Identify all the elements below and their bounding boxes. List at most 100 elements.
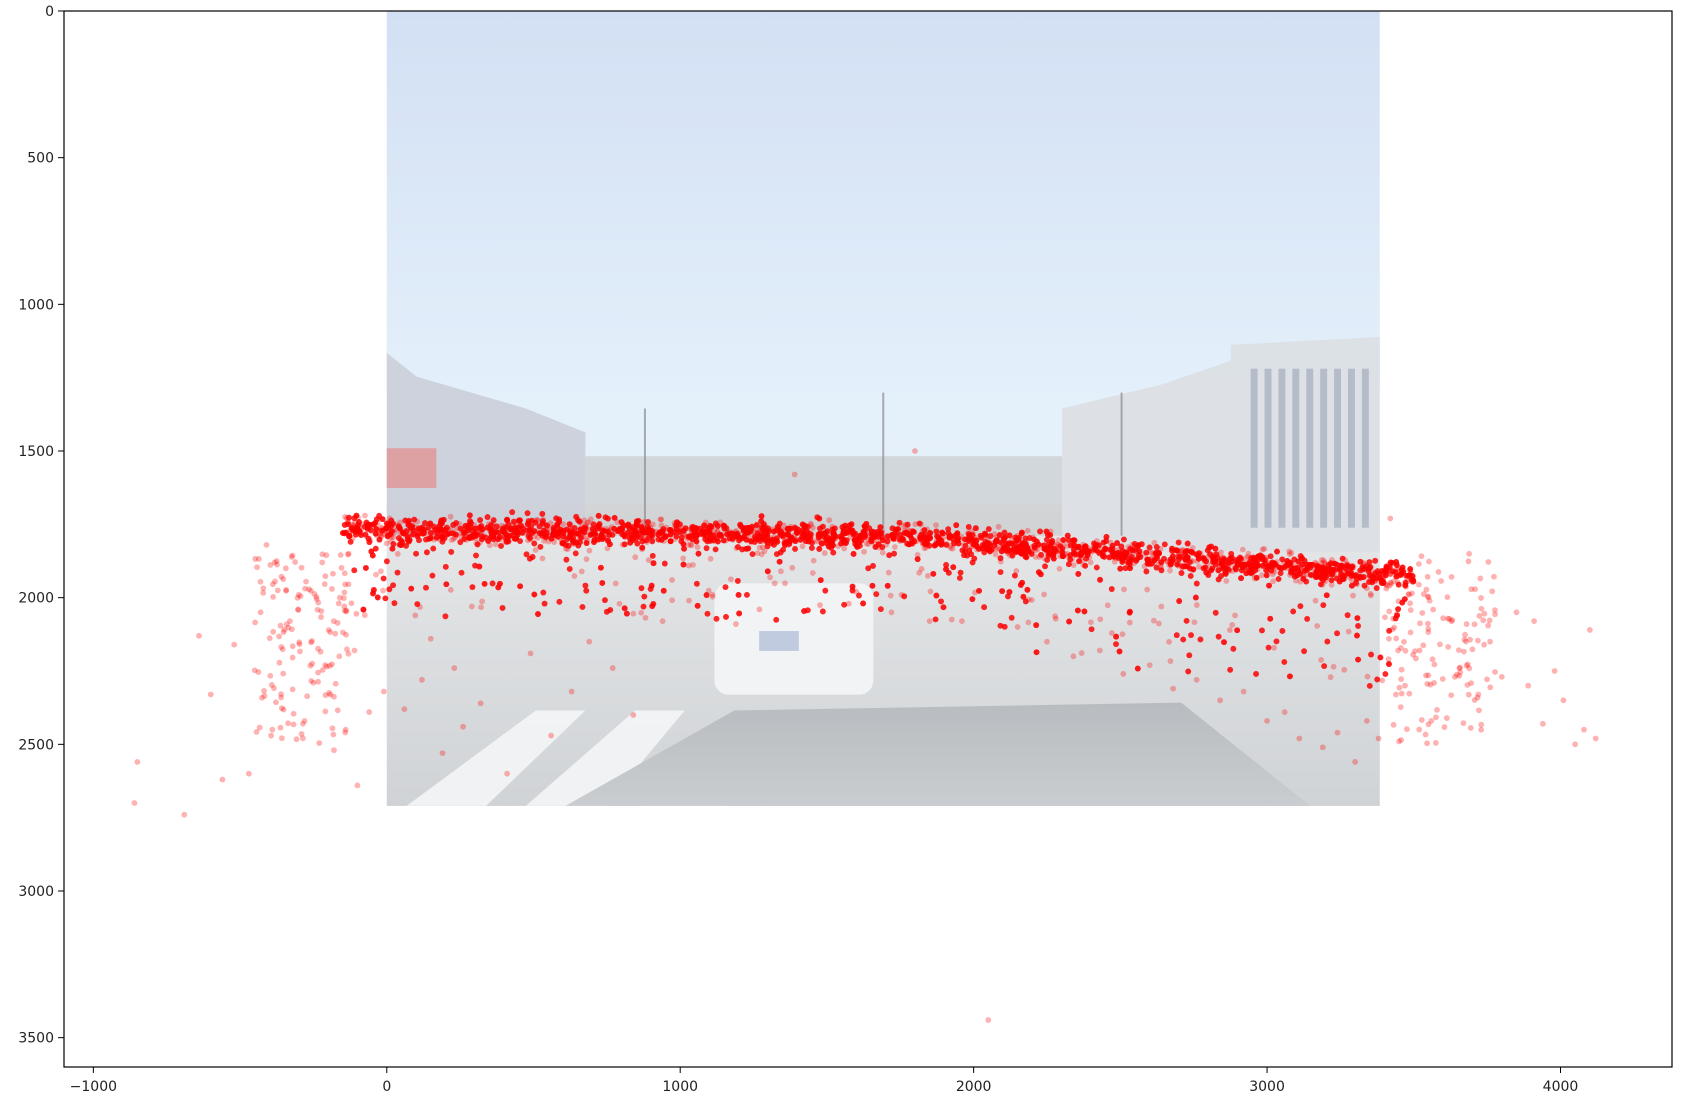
scatter-point xyxy=(968,543,975,550)
scatter-point xyxy=(635,527,642,534)
scatter-point xyxy=(1264,717,1270,724)
scatter-point xyxy=(485,520,492,527)
scatter-point xyxy=(702,519,709,526)
scatter-point xyxy=(1313,561,1320,567)
scatter-point xyxy=(1363,585,1370,592)
scatter-point xyxy=(1195,554,1202,561)
scatter-point xyxy=(991,531,998,538)
scatter-point xyxy=(1014,535,1021,542)
scatter-point xyxy=(1375,735,1382,742)
scatter-point xyxy=(594,525,601,532)
scatter-point xyxy=(1379,580,1386,587)
scatter-point xyxy=(1395,606,1401,612)
scatter-point xyxy=(501,527,508,534)
scatter-point xyxy=(997,537,1004,544)
scatter-point xyxy=(802,529,809,535)
scatter-point xyxy=(1336,578,1343,585)
scatter-point xyxy=(1127,565,1133,572)
scatter-point xyxy=(1075,551,1082,557)
scatter-point xyxy=(676,527,683,533)
scatter-point xyxy=(788,536,795,543)
scatter-point xyxy=(477,700,484,707)
scatter-point xyxy=(1248,569,1255,576)
scatter-point xyxy=(993,534,1000,541)
scatter-point xyxy=(1353,574,1360,580)
scatter-point xyxy=(1410,651,1416,658)
scatter-point xyxy=(1025,619,1032,626)
scatter-point xyxy=(892,536,899,542)
scatter-point xyxy=(1035,541,1042,548)
scatter-point xyxy=(998,548,1005,555)
scatter-point xyxy=(514,525,521,532)
scatter-point xyxy=(362,512,368,519)
scatter-point xyxy=(1290,561,1296,568)
scatter-point xyxy=(380,688,387,695)
scatter-point xyxy=(1064,532,1071,539)
scatter-point xyxy=(1031,536,1037,543)
scatter-point xyxy=(1327,674,1334,681)
scatter-point xyxy=(658,536,665,543)
scatter-point xyxy=(733,528,739,534)
scatter-point xyxy=(826,517,833,524)
scatter-point xyxy=(1148,557,1155,564)
scatter-point xyxy=(388,534,395,540)
scatter-point xyxy=(465,534,472,541)
scatter-point xyxy=(872,532,879,539)
scatter-point xyxy=(353,610,360,617)
scatter-point xyxy=(397,530,404,537)
scatter-point xyxy=(825,539,832,546)
scatter-point xyxy=(640,529,647,536)
scatter-point xyxy=(380,587,386,594)
scatter-point xyxy=(470,530,477,537)
scatter-point xyxy=(1178,554,1184,561)
scatter-point xyxy=(322,662,329,669)
scatter-point xyxy=(997,558,1004,565)
scatter-point xyxy=(641,536,647,542)
scatter-point xyxy=(806,529,812,536)
scatter-point xyxy=(1086,548,1092,555)
scatter-point xyxy=(1119,631,1126,638)
scatter-point xyxy=(1319,560,1325,567)
scatter-point xyxy=(647,524,654,531)
scatter-point xyxy=(1087,559,1094,566)
scatter-point xyxy=(1050,555,1057,562)
scatter-point xyxy=(888,609,895,616)
scatter-point xyxy=(1359,573,1365,580)
scatter-point xyxy=(871,540,878,547)
scatter-point xyxy=(861,548,867,555)
scatter-point xyxy=(344,520,351,527)
scatter-point xyxy=(748,528,755,535)
scatter-point xyxy=(1174,547,1181,554)
scatter-point xyxy=(678,527,685,534)
scatter-point xyxy=(970,536,977,543)
scatter-point xyxy=(938,541,945,548)
scatter-point xyxy=(1295,567,1302,574)
scatter-points xyxy=(131,448,1599,1023)
scatter-point xyxy=(1242,561,1248,567)
scatter-point xyxy=(648,530,655,537)
scatter-point xyxy=(1388,580,1395,587)
scatter-point xyxy=(347,526,354,533)
scatter-point xyxy=(1110,550,1117,557)
scatter-point xyxy=(1090,544,1097,551)
scatter-point xyxy=(1401,638,1407,645)
scatter-point xyxy=(1189,558,1196,565)
scatter-point xyxy=(532,528,539,535)
scatter-point xyxy=(863,540,870,547)
scatter-point xyxy=(1029,534,1036,541)
scatter-point xyxy=(1398,570,1405,577)
scatter-point xyxy=(595,536,602,543)
scatter-point xyxy=(658,516,665,523)
scatter-point xyxy=(707,531,714,538)
scatter-point xyxy=(1406,591,1412,598)
scatter-point xyxy=(394,551,401,557)
scatter-point xyxy=(1102,545,1109,552)
scatter-point xyxy=(841,537,848,543)
scatter-point xyxy=(799,543,806,550)
scatter-point xyxy=(453,525,460,532)
scatter-point xyxy=(390,527,397,533)
scatter-point xyxy=(507,526,514,532)
scatter-point xyxy=(418,526,425,533)
scatter-point xyxy=(938,537,945,544)
scatter-point xyxy=(1394,579,1401,586)
